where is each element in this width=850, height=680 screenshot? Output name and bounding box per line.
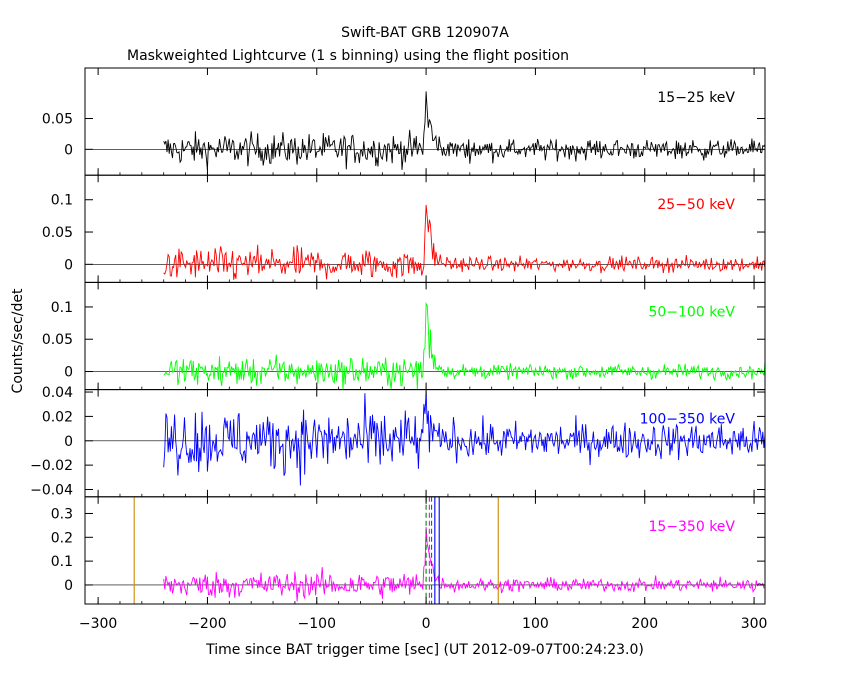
lightcurve-series (163, 526, 765, 602)
x-tick-label: 100 (522, 616, 549, 632)
panels-group: 0 0.05 15−25 keV 0 0.05 0.1 25−50 keV 0 0.05 0.1 5… (30, 67, 768, 632)
lightcurve-series (163, 391, 765, 486)
y-tick-label: −0.02 (30, 458, 73, 474)
y-tick-label: 0.05 (42, 112, 73, 128)
y-tick-label: −0.04 (30, 482, 73, 498)
y-tick-label: 0.04 (42, 385, 73, 401)
y-tick-label: 0.05 (42, 332, 73, 348)
y-tick-label: 0.05 (42, 225, 73, 241)
x-tick-label: −300 (79, 616, 117, 632)
x-tick-label: −200 (188, 616, 226, 632)
y-axis-label: Counts/sec/det (10, 288, 26, 393)
lightcurve-series (163, 301, 765, 390)
panel-2: 0 0.05 0.1 25−50 keV (42, 174, 766, 283)
panel-4: −0.04 −0.02 0 0.02 0.04 100−350 keV (30, 385, 766, 498)
panel-5: 0 0.1 0.2 0.3 15−350 keV (51, 496, 766, 605)
x-tick-label: 300 (741, 616, 768, 632)
x-tick-label: −100 (298, 616, 336, 632)
band-label: 100−350 keV (640, 412, 736, 428)
panel-frame (84, 496, 766, 605)
y-tick-label: 0 (64, 434, 73, 450)
y-tick-label: 0 (64, 578, 73, 594)
y-tick-label: 0 (64, 257, 73, 273)
panel-3: 0 0.05 0.1 50−100 keV (42, 281, 766, 391)
lightcurve-series (163, 204, 765, 280)
y-tick-label: 0 (64, 142, 73, 158)
y-tick-label: 0.2 (51, 530, 73, 546)
band-label: 15−25 keV (657, 90, 735, 106)
chart-subtitle: Maskweighted Lightcurve (1 s binning) us… (127, 48, 569, 64)
band-label: 15−350 keV (648, 519, 735, 535)
y-tick-label: 0.02 (42, 409, 73, 425)
chart-title: Swift-BAT GRB 120907A (341, 25, 509, 41)
x-tick-label: 200 (631, 616, 658, 632)
x-tick-label: 0 (422, 616, 431, 632)
panel-1: 0 0.05 15−25 keV (42, 67, 766, 176)
band-label: 50−100 keV (648, 304, 735, 320)
y-tick-label: 0 (64, 365, 73, 381)
y-tick-label: 0.1 (51, 554, 73, 570)
y-tick-label: 0.1 (51, 193, 73, 209)
lightcurve-series (163, 91, 765, 171)
y-tick-label: 0.1 (51, 300, 73, 316)
y-tick-label: 0.3 (51, 506, 73, 522)
x-axis-label: Time since BAT trigger time [sec] (UT 20… (205, 642, 644, 658)
band-label: 25−50 keV (657, 197, 735, 213)
